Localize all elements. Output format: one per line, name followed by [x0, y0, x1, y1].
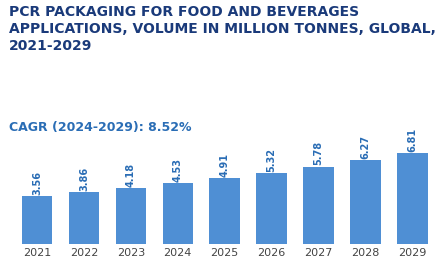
Bar: [69, 192, 99, 244]
Bar: [303, 166, 334, 244]
Bar: [210, 178, 240, 244]
Bar: [116, 188, 146, 244]
Text: 3.86: 3.86: [79, 167, 89, 191]
Text: 4.91: 4.91: [220, 153, 230, 177]
Text: 6.27: 6.27: [360, 135, 371, 159]
Bar: [256, 173, 287, 244]
Text: 5.32: 5.32: [267, 148, 277, 172]
Text: 6.81: 6.81: [408, 128, 417, 152]
Text: 4.18: 4.18: [126, 163, 136, 187]
Bar: [397, 153, 428, 244]
Bar: [162, 183, 193, 244]
Text: 3.56: 3.56: [32, 171, 42, 195]
Text: 4.53: 4.53: [173, 158, 183, 182]
Text: CAGR (2024-2029): 8.52%: CAGR (2024-2029): 8.52%: [9, 121, 191, 134]
Text: PCR PACKAGING FOR FOOD AND BEVERAGES
APPLICATIONS, VOLUME IN MILLION TONNES, GLO: PCR PACKAGING FOR FOOD AND BEVERAGES APP…: [9, 5, 436, 53]
Bar: [22, 196, 53, 244]
Text: 5.78: 5.78: [314, 141, 324, 165]
Bar: [350, 160, 381, 244]
